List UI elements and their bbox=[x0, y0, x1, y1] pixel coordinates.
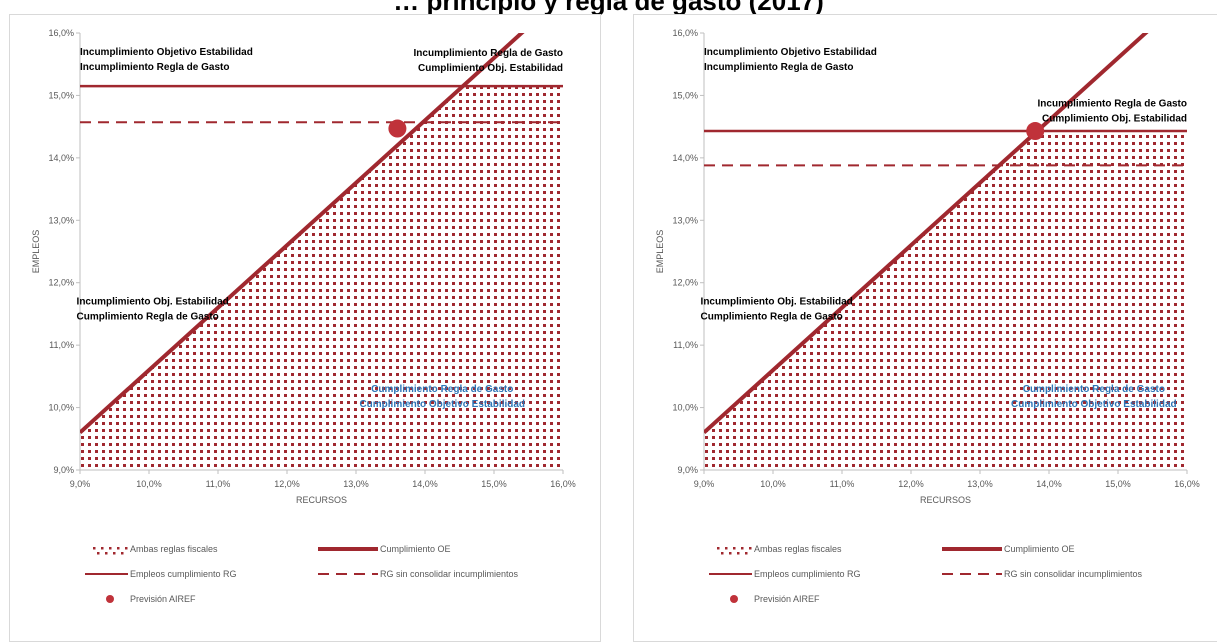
chart-panel-right: 9,0% 10,0% 11,0% 12,0% 13,0% 14,0% 15,0% 16,0% 9… bbox=[633, 14, 1217, 642]
point-prevision-airef bbox=[1026, 122, 1045, 141]
annotation-line: Cumplimiento Regla de Gasto bbox=[77, 312, 219, 323]
page-title: … principio y regla de gasto (2017) bbox=[393, 0, 824, 16]
legend-item: Cumplimiento OE bbox=[942, 544, 1075, 554]
legend-label: Cumplimiento OE bbox=[380, 544, 451, 554]
annotation-line: Cumplimiento Regla de Gasto bbox=[701, 312, 843, 323]
x-tick-label: 16,0% bbox=[1174, 479, 1200, 489]
y-tick-label: 11,0% bbox=[49, 340, 74, 350]
x-tick-label: 14,0% bbox=[1036, 479, 1062, 489]
region-ambas-reglas bbox=[704, 131, 1187, 470]
annotation-line: Cumplimiento Regla de Gasto bbox=[371, 384, 513, 395]
y-tick-label: 10,0% bbox=[48, 403, 74, 413]
x-tick-label: 12,0% bbox=[898, 479, 924, 489]
annotation-line: Cumplimiento Obj. Estabilidad bbox=[1042, 114, 1187, 125]
region-annotation: Incumplimiento Obj. Estabilidad Cumplimie… bbox=[701, 297, 853, 323]
legend-label: Ambas reglas fiscales bbox=[130, 544, 218, 554]
legend-item: Cumplimiento OE bbox=[318, 544, 451, 554]
legend-label: Empleos cumplimiento RG bbox=[130, 569, 237, 579]
y-tick-label: 16,0% bbox=[672, 28, 698, 38]
legend-label: RG sin consolidar incumplimientos bbox=[380, 569, 519, 579]
y-tick-label: 9,0% bbox=[677, 465, 698, 475]
legend-label: RG sin consolidar incumplimientos bbox=[1004, 569, 1143, 579]
legend-label: Ambas reglas fiscales bbox=[754, 544, 842, 554]
legend-label: Empleos cumplimiento RG bbox=[754, 569, 861, 579]
chart-left: 9,0% 10,0% 11,0% 12,0% 13,0% 14,0% 15,0% 16,0% 9… bbox=[31, 28, 576, 604]
region-ambas-reglas bbox=[80, 86, 563, 471]
annotation-line: Cumplimiento Regla de Gasto bbox=[1023, 384, 1165, 395]
annotation-line: Cumplimiento Objetivo Estabilidad bbox=[359, 399, 525, 410]
annotation-line: Incumplimiento Obj. Estabilidad bbox=[77, 297, 229, 308]
series-cumplimiento-oe bbox=[80, 33, 525, 435]
annotation-line: Incumplimiento Regla de Gasto bbox=[704, 62, 853, 73]
region-annotation: Incumplimiento Objetivo Estabilidad Incum… bbox=[704, 47, 877, 73]
annotation-line: Cumplimiento Obj. Estabilidad bbox=[418, 63, 563, 74]
x-tick-label: 10,0% bbox=[136, 479, 162, 489]
x-axis-label: RECURSOS bbox=[296, 495, 347, 505]
y-tick-label: 13,0% bbox=[672, 215, 698, 225]
y-tick-label: 9,0% bbox=[53, 465, 74, 475]
y-tick-label: 12,0% bbox=[672, 278, 698, 288]
y-tick-label: 12,0% bbox=[48, 278, 74, 288]
x-tick-label: 16,0% bbox=[550, 479, 576, 489]
x-tick-label: 15,0% bbox=[481, 479, 507, 489]
x-tick-label: 15,0% bbox=[1105, 479, 1131, 489]
annotation-line: Cumplimiento Objetivo Estabilidad bbox=[1011, 399, 1177, 410]
legend-label: Previsión AIREF bbox=[130, 594, 196, 604]
y-tick-label: 10,0% bbox=[672, 403, 698, 413]
legend-item: Ambas reglas fiscales bbox=[93, 544, 218, 555]
annotation-line: Incumplimiento Regla de Gasto bbox=[80, 62, 229, 73]
region-annotation: Incumplimiento Regla de Gasto Cumplimient… bbox=[414, 48, 563, 74]
legend-item: Previsión AIREF bbox=[106, 594, 196, 604]
y-tick-label: 14,0% bbox=[672, 153, 698, 163]
x-tick-label: 9,0% bbox=[694, 479, 715, 489]
legend-item: Empleos cumplimiento RG bbox=[709, 569, 861, 579]
y-axis-label: EMPLEOS bbox=[655, 230, 665, 274]
region-annotation: Incumplimiento Regla de Gasto Cumplimient… bbox=[1038, 99, 1187, 125]
legend-label: Cumplimiento OE bbox=[1004, 544, 1075, 554]
x-tick-label: 11,0% bbox=[830, 479, 855, 489]
x-tick-label: 10,0% bbox=[760, 479, 786, 489]
chart-right: 9,0% 10,0% 11,0% 12,0% 13,0% 14,0% 15,0% 16,0% 9… bbox=[655, 28, 1200, 604]
x-tick-label: 14,0% bbox=[412, 479, 438, 489]
x-tick-label: 13,0% bbox=[967, 479, 993, 489]
y-tick-label: 16,0% bbox=[48, 28, 74, 38]
series-cumplimiento-oe bbox=[704, 33, 1149, 435]
legend-label: Previsión AIREF bbox=[754, 594, 820, 604]
y-tick-label: 11,0% bbox=[673, 340, 698, 350]
annotation-line: Incumplimiento Objetivo Estabilidad bbox=[704, 47, 877, 58]
legend-item: Empleos cumplimiento RG bbox=[85, 569, 237, 579]
legend-item: RG sin consolidar incumplimientos bbox=[318, 569, 519, 579]
x-tick-label: 9,0% bbox=[70, 479, 91, 489]
legend-item: Previsión AIREF bbox=[730, 594, 820, 604]
y-tick-label: 15,0% bbox=[672, 90, 698, 100]
region-annotation: Incumplimiento Objetivo Estabilidad Incum… bbox=[80, 47, 253, 73]
region-annotation: Incumplimiento Obj. Estabilidad Cumplimie… bbox=[77, 297, 229, 323]
y-tick-label: 14,0% bbox=[48, 153, 74, 163]
x-tick-label: 13,0% bbox=[343, 479, 369, 489]
y-tick-label: 13,0% bbox=[48, 215, 74, 225]
chart-panel-left: 9,0% 10,0% 11,0% 12,0% 13,0% 14,0% 15,0% 16,0% 9… bbox=[9, 14, 601, 642]
y-axis-label: EMPLEOS bbox=[31, 230, 41, 274]
legend-item: RG sin consolidar incumplimientos bbox=[942, 569, 1143, 579]
region-annotation: Cumplimiento Regla de Gasto Cumplimiento … bbox=[359, 384, 525, 410]
x-tick-label: 11,0% bbox=[206, 479, 231, 489]
annotation-line: Incumplimiento Regla de Gasto bbox=[1038, 99, 1187, 110]
y-tick-label: 15,0% bbox=[48, 90, 74, 100]
x-tick-label: 12,0% bbox=[274, 479, 300, 489]
region-annotation: Cumplimiento Regla de Gasto Cumplimiento … bbox=[1011, 384, 1177, 410]
legend-item: Ambas reglas fiscales bbox=[717, 544, 842, 555]
annotation-line: Incumplimiento Obj. Estabilidad bbox=[701, 297, 853, 308]
x-axis-label: RECURSOS bbox=[920, 495, 971, 505]
annotation-line: Incumplimiento Regla de Gasto bbox=[414, 48, 563, 59]
annotation-line: Incumplimiento Objetivo Estabilidad bbox=[80, 47, 253, 58]
point-prevision-airef bbox=[388, 119, 407, 138]
